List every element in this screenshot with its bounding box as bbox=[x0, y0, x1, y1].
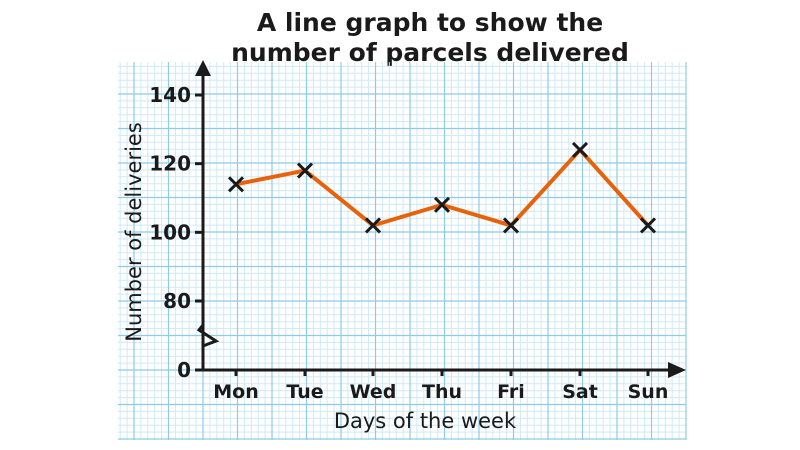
title-line-1: A line graph to show the bbox=[256, 8, 604, 37]
svg-text:Wed: Wed bbox=[350, 381, 397, 403]
svg-text:0: 0 bbox=[177, 358, 191, 382]
svg-text:80: 80 bbox=[163, 289, 191, 313]
svg-text:Tue: Tue bbox=[286, 381, 323, 403]
chart-title: A line graph to show the number of parce… bbox=[200, 8, 660, 68]
title-line-2: number of parcels delivered bbox=[231, 38, 629, 67]
svg-text:Sat: Sat bbox=[562, 381, 598, 403]
svg-text:Fri: Fri bbox=[497, 381, 525, 403]
svg-text:Mon: Mon bbox=[213, 381, 259, 403]
svg-text:Thu: Thu bbox=[422, 381, 462, 403]
svg-text:140: 140 bbox=[149, 83, 191, 107]
svg-text:Sun: Sun bbox=[628, 381, 669, 403]
svg-text:Days of the week: Days of the week bbox=[334, 409, 517, 433]
svg-text:120: 120 bbox=[149, 152, 191, 176]
svg-text:100: 100 bbox=[149, 220, 191, 244]
svg-text:Number of deliveries: Number of deliveries bbox=[122, 122, 146, 342]
